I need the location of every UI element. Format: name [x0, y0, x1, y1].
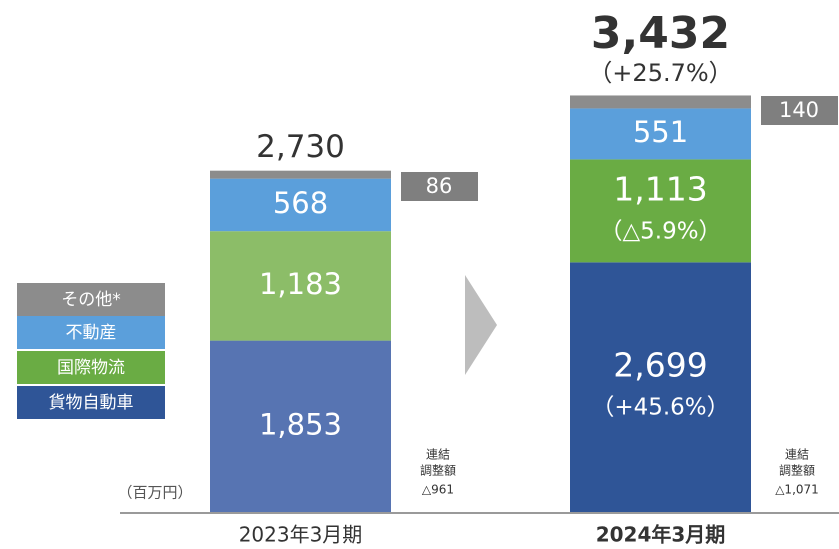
adjustment-label: 調整額 [420, 463, 456, 478]
value-label: 568 [273, 186, 328, 220]
bar-segment [570, 159, 751, 263]
arrow [465, 275, 497, 375]
legend-swatch [17, 351, 165, 384]
adjustment-value: △961 [422, 483, 454, 497]
legend-swatch [17, 283, 165, 316]
adjustment-value: △1,071 [775, 483, 819, 497]
value-label: 1,113 [613, 169, 707, 208]
legend-label: その他* [61, 290, 121, 310]
bar-segment [210, 170, 391, 179]
total-change-label: （+25.7%） [588, 59, 732, 87]
legend-label: 不動産 [66, 323, 117, 343]
total-label: 2,730 [256, 129, 345, 165]
bar-segment [570, 262, 751, 512]
adjustment-label: 連結 [426, 448, 450, 462]
value-label: 1,183 [259, 267, 342, 301]
value-label: 1,853 [259, 407, 342, 441]
bar-segment [210, 340, 391, 512]
legend-label: 貨物自動車 [49, 393, 134, 413]
bar-segment [210, 178, 391, 232]
legend-label: 国際物流 [57, 358, 125, 378]
total-label: 3,432 [591, 8, 730, 59]
side-box [761, 96, 838, 125]
bar-segment [570, 95, 751, 109]
x-tick-label: 2024年3月期 [596, 523, 726, 547]
side-box [401, 172, 478, 201]
change-label: （△5.9%） [599, 218, 721, 244]
value-label: 86 [426, 174, 453, 198]
x-tick-label: 2023年3月期 [239, 523, 363, 547]
adjustment-label: 調整額 [779, 463, 815, 478]
value-label: 2,699 [613, 346, 707, 385]
legend-swatch [17, 386, 165, 419]
bar-segment [570, 108, 751, 160]
adjustment-label: 連結 [785, 448, 809, 462]
value-label: 140 [779, 98, 819, 122]
bar-segment [210, 231, 391, 341]
legend-swatch [17, 316, 165, 349]
unit-label: （百万円） [117, 484, 192, 502]
change-label: （+45.6%） [591, 395, 729, 421]
value-label: 551 [633, 115, 688, 149]
